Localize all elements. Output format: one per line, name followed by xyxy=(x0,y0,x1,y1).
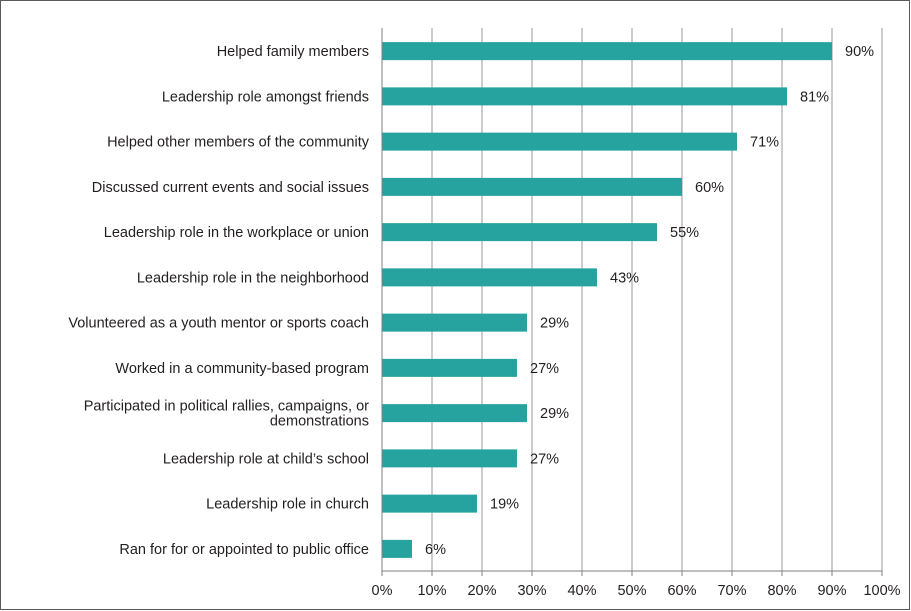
x-tick-label: 40% xyxy=(567,583,596,599)
value-label: 90% xyxy=(845,44,874,60)
value-label: 29% xyxy=(540,406,569,422)
category-label: Helped family members xyxy=(217,44,369,60)
bar xyxy=(382,132,737,151)
value-label: 27% xyxy=(530,451,559,467)
x-tick-label: 20% xyxy=(467,583,496,599)
x-tick-label: 100% xyxy=(863,583,900,599)
bar xyxy=(382,87,787,106)
bar xyxy=(382,539,412,558)
value-label: 19% xyxy=(490,497,519,513)
category-label-line: Leadership role amongst friends xyxy=(162,89,369,105)
x-tick-label: 80% xyxy=(767,583,796,599)
value-label: 71% xyxy=(750,135,779,151)
x-tick-label: 30% xyxy=(517,583,546,599)
category-label-line: Leadership role at child’s school xyxy=(163,451,369,467)
x-tick-label: 50% xyxy=(617,583,646,599)
bar xyxy=(382,313,527,332)
value-label: 6% xyxy=(425,542,446,558)
category-label-line: demonstrations xyxy=(270,414,369,430)
bar xyxy=(382,268,597,287)
x-tick-label: 70% xyxy=(717,583,746,599)
category-label-line: Helped other members of the community xyxy=(107,135,370,151)
bar xyxy=(382,42,832,61)
category-label-line: Leadership role in the neighborhood xyxy=(137,270,369,286)
category-label: Participated in political rallies, campa… xyxy=(84,399,369,430)
bars xyxy=(382,42,832,558)
value-label: 29% xyxy=(540,316,569,332)
category-label-line: Ran for for or appointed to public offic… xyxy=(119,542,369,558)
value-label: 60% xyxy=(695,180,724,196)
value-label: 81% xyxy=(800,89,829,105)
bar xyxy=(382,358,517,377)
category-label: Leadership role in the neighborhood xyxy=(137,270,369,286)
grid-lines xyxy=(431,28,883,571)
x-tick-label: 10% xyxy=(417,583,446,599)
category-label: Leadership role amongst friends xyxy=(162,89,369,105)
category-label: Leadership role in the workplace or unio… xyxy=(104,225,369,241)
bar xyxy=(382,177,682,196)
category-label: Worked in a community-based program xyxy=(115,361,369,377)
bar xyxy=(382,449,517,468)
value-label: 43% xyxy=(610,270,639,286)
category-label: Leadership role at child’s school xyxy=(163,451,369,467)
x-tick-label: 60% xyxy=(667,583,696,599)
bar xyxy=(382,494,477,513)
category-label: Ran for for or appointed to public offic… xyxy=(119,542,369,558)
axes xyxy=(381,28,883,576)
category-label-line: Leadership role in the workplace or unio… xyxy=(104,225,369,241)
category-label: Leadership role in church xyxy=(206,497,369,513)
category-label-line: Worked in a community-based program xyxy=(115,361,369,377)
category-label-line: Discussed current events and social issu… xyxy=(92,180,369,196)
category-label: Helped other members of the community xyxy=(107,135,370,151)
bar xyxy=(382,223,657,242)
value-label: 27% xyxy=(530,361,559,377)
category-label-line: Leadership role in church xyxy=(206,497,369,513)
x-tick-label: 90% xyxy=(817,583,846,599)
labels: 0% 10% 20% 30% 40% 50% 60% 70% 80% 90% 100% Helped … xyxy=(68,44,900,599)
category-label: Discussed current events and social issu… xyxy=(92,180,369,196)
category-label: Volunteered as a youth mentor or sports … xyxy=(68,316,369,332)
x-tick-label: 0% xyxy=(372,583,393,599)
bar xyxy=(382,404,527,423)
category-label-line: Volunteered as a youth mentor or sports … xyxy=(68,316,369,332)
category-label-line: Participated in political rallies, campa… xyxy=(84,399,369,415)
category-label-line: Helped family members xyxy=(217,44,369,60)
value-label: 55% xyxy=(670,225,699,241)
